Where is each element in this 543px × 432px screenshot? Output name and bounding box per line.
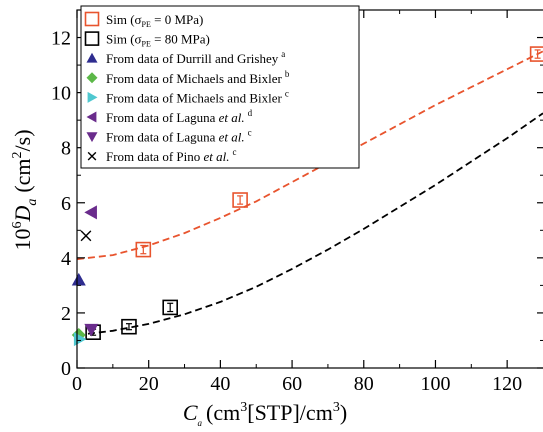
legend-label-laguna_d: From data of Laguna et al. d	[106, 108, 253, 125]
y-axis-title-unit-sup: 2	[10, 151, 25, 158]
x-axis-title-sub: a	[198, 418, 203, 428]
x-axis-title-unit: (cm	[206, 400, 240, 425]
x-tick-label: 60	[282, 373, 302, 395]
fit-curve-sim0	[76, 50, 543, 261]
legend-marker-michaels_c	[87, 91, 98, 103]
data-point-durrill	[71, 272, 86, 286]
legend: Sim (σPE = 0 MPa)Sim (σPE = 80 MPa)From …	[80, 5, 360, 169]
x-axis-title-main: C	[183, 400, 198, 425]
legend-marker-durrill	[86, 52, 98, 63]
x-axis-title: Ca (cm3[STP]/cm3)	[183, 400, 347, 428]
legend-marker-laguna_c	[86, 132, 98, 143]
data-point-sim0	[135, 241, 152, 258]
y-axis-title: 106Da (cm2/s)	[10, 129, 40, 250]
data-point-laguna_d	[84, 205, 97, 220]
legend-marker-pino-stroke	[87, 151, 97, 161]
x-axis-title-unit-mid: [STP]/cm	[247, 400, 333, 425]
y-axis-title-unit: (cm	[10, 158, 35, 192]
legend-box	[80, 5, 360, 169]
x-axis-title-unit-sup: 3	[240, 400, 247, 415]
legend-marker-pino	[87, 151, 97, 161]
x-tick-label: 40	[210, 373, 230, 395]
y-tick-label: 8	[61, 138, 71, 160]
legend-label-sim80: Sim (σPE = 80 MPa)	[106, 32, 210, 49]
legend-marker-michaels_b	[86, 72, 98, 84]
legend-label-laguna_c: From data of Laguna et al. c	[106, 128, 252, 145]
data-point-sim0	[232, 192, 248, 208]
y-tick-label: 2	[61, 303, 71, 325]
fit-curve-sim80	[76, 112, 543, 336]
y-tick-label: 6	[61, 193, 71, 215]
x-axis-title-unit-end: )	[340, 400, 347, 425]
y-axis-title-prefix: 10	[10, 229, 35, 251]
legend-label-michaels_b: From data of Michaels and Bixler b	[106, 69, 290, 86]
y-axis-title-main: D	[10, 206, 35, 223]
x-axis-title-unit-sup2: 3	[333, 400, 340, 415]
legend-label-michaels_c: From data of Michaels and Bixler c	[106, 88, 289, 105]
legend-label-durrill: From data of Durrill and Grishey a	[106, 49, 285, 66]
data-point-sim80	[162, 299, 178, 316]
legend-marker-sim80	[84, 31, 100, 46]
legend-label-pino: From data of Pino et al. c	[106, 147, 237, 164]
y-tick-label: 10	[51, 83, 71, 105]
y-axis-title-prefix-sup: 6	[10, 222, 25, 229]
data-point-sim80	[121, 318, 137, 335]
axis-ticks: 0 20 40 60 80 100 120 0 2 4 6 8 10 12	[51, 10, 543, 395]
data-point-pino	[80, 230, 92, 242]
legend-label-sim0: Sim (σPE = 0 MPa)	[106, 12, 203, 29]
y-tick-label: 12	[51, 28, 71, 50]
y-axis-title-sub: a	[25, 199, 40, 206]
y-tick-label: 4	[61, 248, 71, 270]
x-tick-label: 0	[72, 373, 82, 395]
data-point-pino-stroke	[80, 230, 92, 242]
y-axis-title-unit-end: /s)	[10, 129, 35, 151]
x-tick-label: 120	[492, 373, 522, 395]
data-point-sim0	[529, 46, 543, 62]
data-point-laguna_c	[84, 323, 99, 337]
fit-curves	[76, 50, 543, 336]
legend-marker-sim0	[84, 11, 100, 27]
y-tick-label: 0	[61, 358, 71, 380]
x-tick-label: 100	[420, 373, 450, 395]
legend-marker-laguna_d	[86, 111, 97, 123]
x-tick-label: 80	[354, 373, 374, 395]
x-tick-label: 20	[139, 373, 159, 395]
